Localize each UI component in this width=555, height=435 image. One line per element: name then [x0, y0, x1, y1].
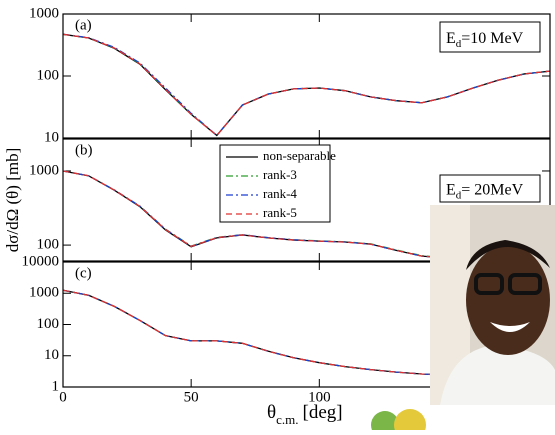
y-axis-label: dσ/dΩ (θ) [mb]	[3, 148, 22, 253]
panel-label: (c)	[75, 265, 92, 281]
energy-label: Ed= 20MeV	[446, 181, 524, 201]
legend-label: non-separable	[263, 148, 336, 163]
energy-sub: d	[456, 38, 462, 50]
panel: 10 100 1000 (a) Ed=10 MeV	[29, 5, 551, 145]
energy-rest: =10 MeV	[461, 30, 523, 47]
panel-label: (b)	[75, 142, 93, 158]
y-tick-label: 100	[37, 67, 60, 83]
photo-shirt	[440, 345, 555, 405]
logo-circle	[371, 411, 399, 435]
y-tick-label: 1000	[29, 5, 59, 21]
y-tick-label: 1000	[29, 162, 59, 178]
y-tick-label: 10	[44, 347, 59, 363]
energy-sub: d	[456, 189, 462, 201]
webcam-photo	[430, 205, 555, 405]
legend-box	[219, 144, 331, 223]
panel-frame	[62, 138, 551, 262]
energy-box	[439, 21, 541, 53]
logo-circle	[394, 409, 426, 435]
energy-main: E	[446, 181, 456, 198]
photo-face	[466, 245, 550, 355]
panel: 100 1000 (b) Ed= 20MeV non-separable rank-3 ra…	[29, 138, 551, 262]
x-tick-label: 0	[59, 389, 67, 405]
y-tick-label: 10000	[22, 253, 60, 269]
y-tick-label: 10	[44, 129, 59, 145]
legend-label: rank-5	[263, 205, 297, 220]
panel-frame	[62, 13, 551, 139]
y-tick-label: 1	[52, 378, 60, 394]
x-axis-label: θc.m. [deg]	[267, 402, 343, 427]
x-label-main: θ	[267, 402, 276, 423]
x-label-sub: c.m.	[276, 412, 298, 427]
series-line	[63, 33, 550, 137]
x-tick-label: 50	[184, 389, 199, 405]
energy-main: E	[446, 30, 456, 47]
y-tick-label: 1000	[29, 285, 59, 301]
x-label-unit: [deg]	[303, 402, 343, 423]
photo-smile	[490, 322, 530, 332]
photo-glasses-right	[508, 273, 542, 295]
x-tick-label: 100	[308, 389, 331, 405]
legend-label: rank-4	[263, 186, 297, 201]
energy-rest: = 20MeV	[461, 181, 523, 198]
photo-glasses-left	[474, 273, 504, 295]
photo-hair	[466, 240, 550, 270]
energy-box	[439, 174, 541, 203]
panel-label: (a)	[75, 17, 92, 33]
y-tick-label: 100	[37, 237, 60, 253]
y-tick-label: 100	[37, 316, 60, 332]
logo	[371, 409, 426, 435]
energy-label: Ed=10 MeV	[446, 30, 524, 50]
legend-label: rank-3	[263, 167, 297, 182]
